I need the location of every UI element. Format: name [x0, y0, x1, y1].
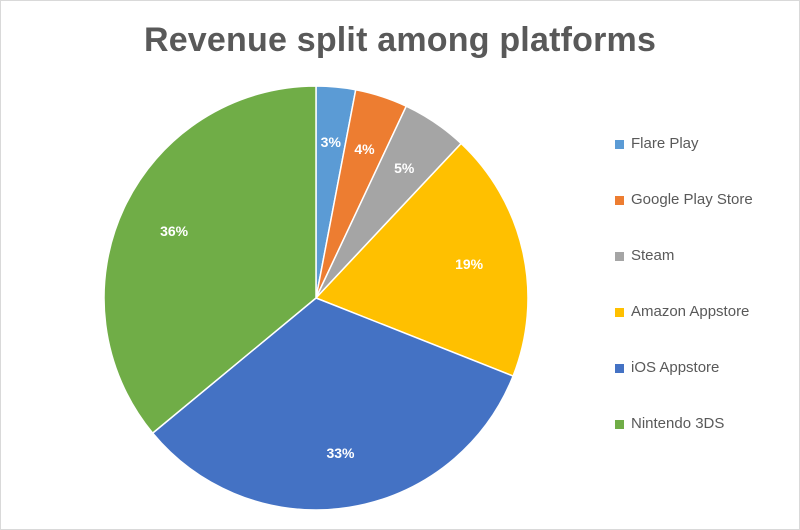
legend-swatch-flare-play: [615, 140, 624, 149]
legend-swatch-google-play-store: [615, 196, 624, 205]
data-label-ios-appstore: 33%: [326, 445, 355, 461]
data-label-google-play-store: 4%: [354, 141, 375, 157]
data-label-steam: 5%: [394, 160, 415, 176]
legend-label-flare-play: Flare Play: [631, 135, 699, 152]
legend-label-steam: Steam: [631, 247, 675, 264]
legend-swatch-ios-appstore: [615, 364, 624, 373]
data-label-flare-play: 3%: [321, 134, 342, 150]
legend-swatch-amazon-appstore: [615, 308, 624, 317]
data-label-nintendo-3ds: 36%: [160, 223, 189, 239]
legend-label-google-play-store: Google Play Store: [631, 191, 753, 208]
pie-slice-nintendo-3ds: [103, 85, 317, 434]
legend-swatch-steam: [615, 252, 624, 261]
legend-label-amazon-appstore: Amazon Appstore: [631, 303, 750, 320]
legend-swatch-nintendo-3ds: [615, 420, 624, 429]
legend-label-ios-appstore: iOS Appstore: [631, 359, 720, 376]
chart-title: Revenue split among platforms: [143, 21, 657, 59]
legend-label-nintendo-3ds: Nintendo 3DS: [631, 415, 725, 432]
pie-slice-amazon-appstore: [315, 142, 529, 377]
pie-slice-ios-appstore: [151, 297, 514, 511]
data-label-amazon-appstore: 19%: [455, 256, 484, 272]
